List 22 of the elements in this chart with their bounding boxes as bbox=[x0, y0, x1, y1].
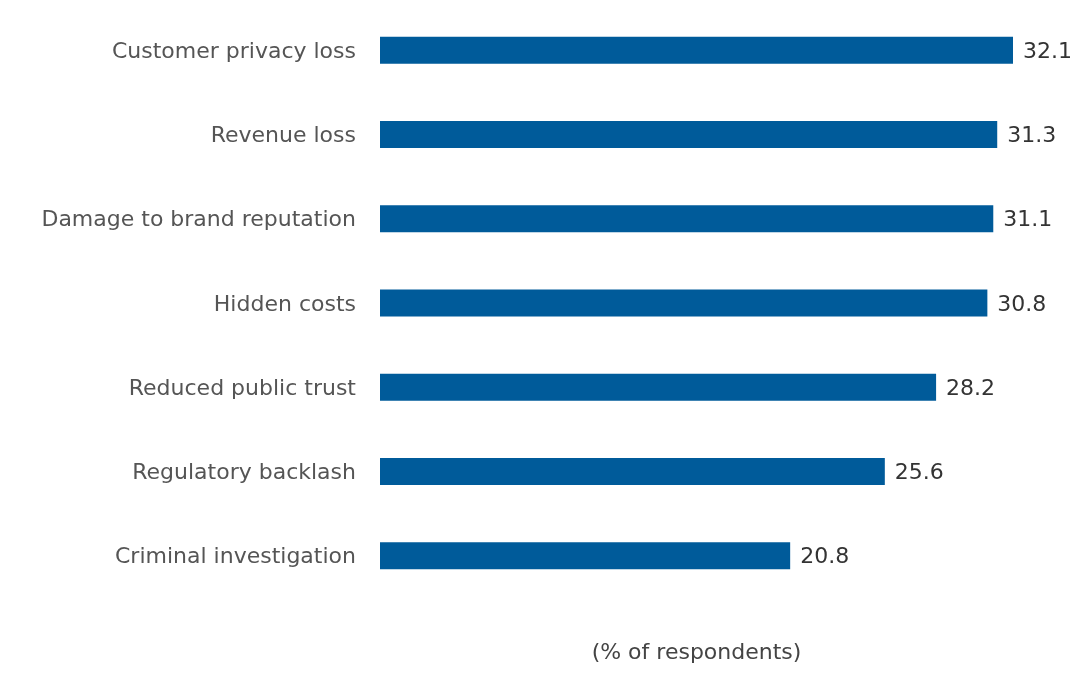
bar bbox=[380, 120, 998, 148]
data-label: 30.8 bbox=[997, 290, 1047, 316]
data-label: 31.1 bbox=[1003, 206, 1053, 232]
bar bbox=[380, 373, 937, 401]
y-tick-label: Damage to brand reputation bbox=[41, 206, 356, 232]
data-label: 25.6 bbox=[894, 459, 944, 485]
y-tick-label: Customer privacy loss bbox=[111, 37, 356, 63]
bar bbox=[380, 542, 791, 570]
y-tick-label: Hidden costs bbox=[213, 290, 356, 316]
bar bbox=[380, 289, 988, 317]
x-axis-title: (% of respondents) bbox=[591, 638, 802, 664]
y-tick-label: Reduced public trust bbox=[128, 374, 357, 400]
y-tick-label: Criminal investigation bbox=[115, 543, 356, 569]
data-label: 31.3 bbox=[1007, 121, 1057, 147]
data-label: 32.1 bbox=[1023, 37, 1072, 63]
bar bbox=[380, 36, 1013, 64]
data-label: 20.8 bbox=[800, 543, 850, 569]
y-tick-label: Regulatory backlash bbox=[132, 459, 356, 485]
bar bbox=[380, 205, 994, 233]
y-tick-label: Revenue loss bbox=[210, 121, 356, 147]
bar bbox=[380, 458, 885, 486]
data-label: 28.2 bbox=[946, 374, 996, 400]
